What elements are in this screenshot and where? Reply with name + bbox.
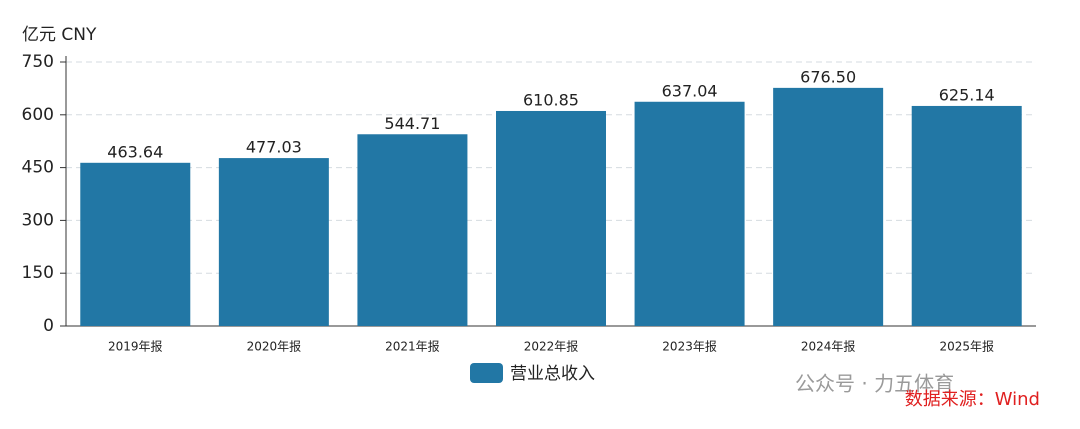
y-tick-label: 300	[22, 210, 54, 230]
y-axis-label: 亿元 CNY	[22, 25, 97, 45]
y-tick-label: 150	[22, 263, 54, 283]
value-label: 544.71	[384, 114, 440, 133]
bar	[496, 110, 606, 326]
bar	[911, 105, 1022, 327]
value-label: 477.03	[246, 138, 302, 157]
x-tick-label: 2020年报	[247, 339, 302, 354]
y-tick-label: 450	[22, 158, 54, 178]
legend-swatch	[470, 363, 503, 383]
bar	[218, 158, 329, 326]
bar	[80, 162, 191, 326]
legend-label: 营业总收入	[510, 364, 595, 384]
y-tick-label: 0	[43, 316, 54, 336]
value-label: 676.50	[800, 67, 856, 86]
x-tick-label: 2023年报	[662, 339, 717, 354]
y-tick-label: 750	[22, 52, 54, 72]
value-label: 610.85	[523, 90, 579, 109]
bar	[773, 87, 884, 326]
bar	[357, 134, 468, 326]
source-note: 数据来源：Wind	[905, 389, 1040, 410]
value-label: 637.04	[662, 81, 718, 100]
x-tick-label: 2021年报	[385, 339, 440, 354]
x-tick-label: 2019年报	[108, 339, 163, 354]
watermark: 公众号 · 力五体育	[795, 372, 954, 396]
value-label: 463.64	[107, 142, 163, 161]
bar	[634, 101, 745, 326]
value-label: 625.14	[939, 85, 995, 104]
x-tick-label: 2024年报	[801, 339, 856, 354]
x-tick-label: 2025年报	[939, 339, 994, 354]
y-tick-label: 600	[22, 105, 54, 125]
x-tick-label: 2022年报	[524, 339, 579, 354]
